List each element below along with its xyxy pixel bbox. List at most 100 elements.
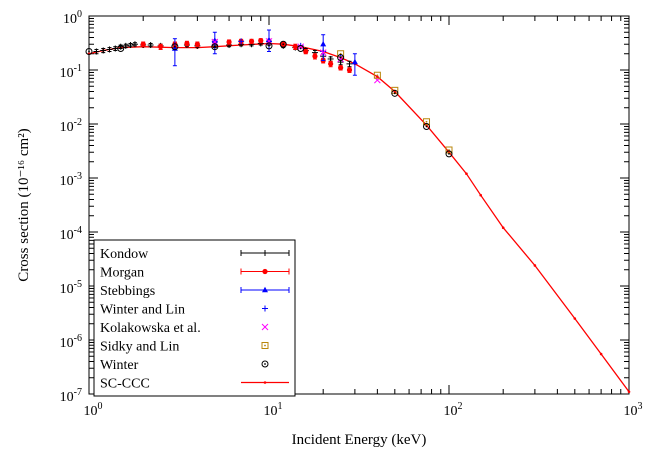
tick-base: 10 (60, 120, 74, 135)
tick-exponent: -3 (74, 171, 82, 182)
data-point-winter (117, 45, 125, 53)
y-tick-label: 10-5 (60, 279, 82, 297)
data-point-morgan (328, 61, 334, 67)
y-tick-label: 10-7 (60, 387, 82, 405)
data-point-morgan (158, 44, 164, 50)
data-point-kolakowska-et-al (297, 43, 305, 51)
data-point-sc-ccc (479, 193, 482, 197)
data-point-winter (423, 122, 431, 130)
legend-label-morgan: Morgan (100, 266, 144, 281)
plot-frame (88, 15, 630, 395)
tick-exponent: 3 (638, 401, 643, 412)
series-stebbings (171, 29, 358, 76)
data-point-winter (279, 40, 287, 48)
data-point-sc-ccc (501, 226, 505, 230)
legend-label-winter: Winter (100, 358, 139, 373)
data-point-kondow (100, 47, 107, 54)
legend-label-kondow: Kondow (100, 247, 149, 262)
data-point-morgan (338, 65, 344, 71)
data-point-winter (211, 43, 219, 51)
data-point-stebbings (320, 41, 327, 47)
tick-base: 10 (264, 404, 278, 419)
data-point-sidky-and-lin (373, 71, 381, 79)
data-point-kondow (122, 42, 129, 49)
error-bar-stebbings (172, 38, 177, 67)
tick-base: 10 (60, 66, 74, 81)
tick-exponent: -1 (74, 63, 82, 74)
data-point-morgan (312, 53, 318, 59)
legend-sample-stebbings (240, 286, 290, 293)
legend-marker-stebbings (262, 286, 268, 293)
data-point-kondow (106, 46, 113, 53)
tick-exponent: 0 (77, 9, 82, 20)
data-point-morgan (258, 38, 264, 44)
x-tick-label: 100 (84, 401, 103, 419)
data-point-morgan (226, 39, 232, 45)
tick-base: 10 (60, 390, 74, 405)
tick-labels: 100 101 102 10310010-110-210-310-410-510-61… (60, 9, 643, 419)
legend-marker-winter (261, 360, 269, 368)
data-point-winter-and-lin (320, 48, 327, 55)
data-point-winter (297, 45, 305, 53)
tick-exponent: -6 (74, 333, 82, 344)
legend-label-winter-and-lin: Winter and Lin (100, 303, 185, 318)
tick-exponent: 1 (278, 401, 283, 412)
error-bar-stebbings (352, 53, 357, 76)
tick-exponent: -7 (74, 387, 82, 398)
legend-label-sc-ccc: SC-CCC (100, 377, 150, 392)
legend-label-kolakowska-et-al: Kolakowska et al. (100, 321, 201, 336)
legend-marker-sidky-and-lin (261, 342, 269, 349)
y-tick-label: 10-3 (60, 171, 82, 189)
tick-exponent: 0 (98, 401, 103, 412)
tick-exponent: -4 (74, 225, 82, 236)
data-point-kondow (147, 42, 154, 49)
data-point-morgan (346, 67, 353, 73)
tick-base: 10 (60, 228, 74, 243)
legend-label-stebbings: Stebbings (100, 284, 155, 299)
y-tick-label: 10-1 (60, 63, 82, 81)
x-tick-label: 102 (444, 401, 463, 419)
legend-marker-winter-and-lin (262, 305, 268, 312)
legend-marker-sc-ccc (263, 381, 267, 384)
tick-exponent: -5 (74, 279, 82, 290)
tick-base: 10 (444, 404, 458, 419)
tick-base: 10 (60, 282, 74, 297)
data-point-winter (445, 150, 453, 158)
tick-base: 10 (60, 336, 74, 351)
tick-base: 10 (63, 12, 77, 27)
data-point-sidky-and-lin (423, 118, 431, 126)
data-point-sc-ccc (376, 75, 379, 79)
data-point-stebbings (351, 58, 358, 65)
data-point-morgan (140, 41, 146, 47)
series-winter (85, 40, 453, 158)
data-point-morgan (248, 38, 255, 44)
legend-label-sidky-and-lin: Sidky and Lin (100, 340, 179, 355)
tick-base: 10 (624, 404, 638, 419)
data-point-morgan (303, 48, 309, 55)
data-point-morgan (292, 44, 298, 50)
data-point-sc-ccc (627, 390, 631, 394)
data-point-kolakowska-et-al (319, 49, 327, 56)
data-point-kondow (131, 41, 138, 48)
data-point-kondow (127, 42, 134, 49)
legend-sample-morgan (240, 268, 290, 275)
data-point-sc-ccc (533, 264, 537, 267)
legend: Kondow Morgan Stebbings Winter and Lin Kolak… (93, 239, 296, 397)
data-point-sc-ccc (465, 172, 468, 176)
data-point-winter (391, 89, 399, 97)
legend-sample-sc-ccc (241, 381, 289, 384)
tick-base: 10 (60, 174, 74, 189)
error-bar-stebbings (321, 34, 326, 61)
tick-base: 10 (84, 404, 98, 419)
data-point-kondow (346, 60, 353, 67)
data-point-winter (85, 48, 93, 56)
legend-marker-kondow (262, 250, 268, 256)
y-tick-label: 100 (63, 9, 82, 27)
data-point-kondow (93, 48, 100, 55)
data-point-winter (337, 54, 345, 62)
data-point-winter (265, 42, 273, 50)
legend-box (93, 239, 296, 397)
data-point-morgan (184, 40, 190, 47)
x-tick-label: 103 (624, 401, 643, 419)
y-tick-label: 10-4 (60, 225, 82, 243)
